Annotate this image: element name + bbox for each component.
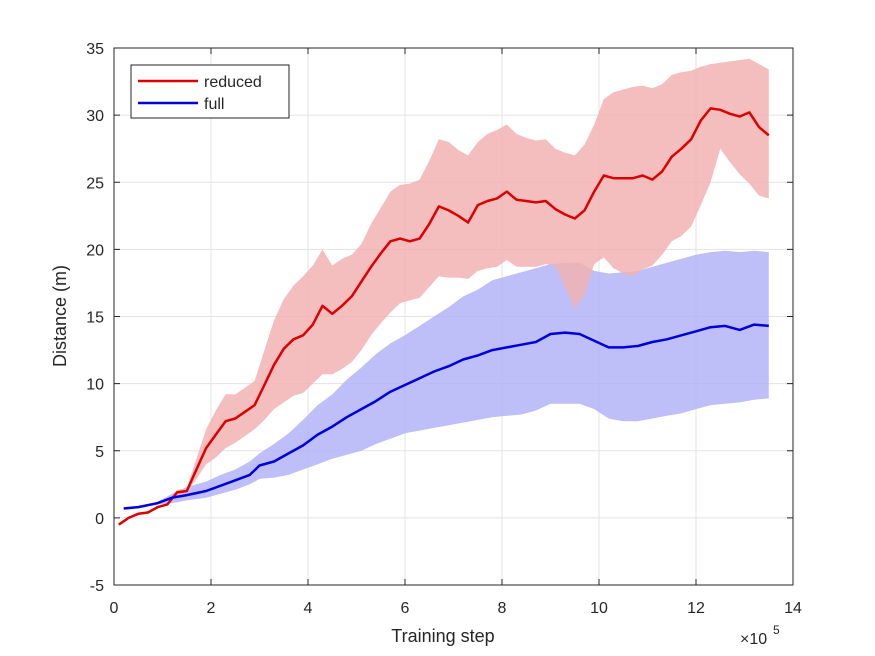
x-tick-label: 2 bbox=[207, 600, 216, 617]
x-exponent: ×10 5 bbox=[740, 623, 780, 648]
y-tick-labels: -5 0 5 10 15 20 25 30 35 bbox=[86, 41, 104, 595]
x-tick-label: 14 bbox=[784, 600, 802, 617]
y-tick-label: 30 bbox=[86, 108, 104, 125]
axis-ticks bbox=[113, 47, 794, 586]
legend: reduced full bbox=[130, 64, 290, 119]
x-tick-label: 12 bbox=[687, 600, 705, 617]
x-tick-label: 0 bbox=[110, 600, 119, 617]
line-reduced bbox=[118, 107, 770, 526]
y-tick-label: 35 bbox=[86, 41, 104, 58]
x-tick-label: 8 bbox=[498, 600, 507, 617]
y-axis-label: Distance (m) bbox=[50, 265, 70, 367]
legend-box bbox=[130, 64, 290, 119]
x-axis-label: Training step bbox=[391, 626, 494, 646]
y-tick-label: 20 bbox=[86, 242, 104, 259]
legend-label-reduced: reduced bbox=[204, 74, 262, 91]
legend-label-full: full bbox=[204, 96, 224, 113]
line-full bbox=[123, 323, 769, 510]
x-tick-label: 4 bbox=[304, 600, 313, 617]
x-exponent-base: ×10 bbox=[740, 631, 767, 648]
series-lines bbox=[118, 107, 770, 526]
y-tick-label: -5 bbox=[90, 578, 104, 595]
x-tick-label: 6 bbox=[401, 600, 410, 617]
band-full bbox=[123, 250, 769, 509]
plot-area bbox=[118, 58, 770, 526]
x-tick-label: 10 bbox=[590, 600, 608, 617]
y-tick-label: 25 bbox=[86, 175, 104, 192]
y-tick-label: 10 bbox=[86, 377, 104, 394]
y-tick-label: 15 bbox=[86, 310, 104, 327]
x-tick-labels: 0 2 4 6 8 10 12 14 bbox=[110, 600, 802, 617]
y-tick-label: 0 bbox=[95, 511, 104, 528]
x-exponent-power: 5 bbox=[773, 623, 780, 637]
y-tick-label: 5 bbox=[95, 444, 104, 461]
